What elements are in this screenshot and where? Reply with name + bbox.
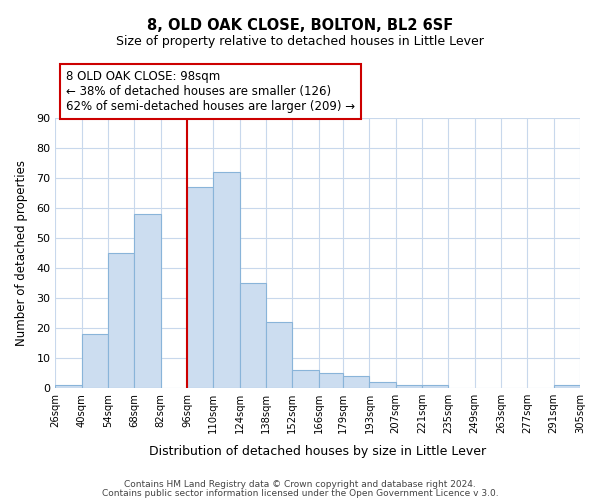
Bar [319,373,343,388]
Bar [266,322,292,388]
Bar [134,214,161,388]
Bar [239,283,266,388]
Text: Contains HM Land Registry data © Crown copyright and database right 2024.: Contains HM Land Registry data © Crown c… [124,480,476,489]
Bar [187,187,213,388]
Text: Size of property relative to detached houses in Little Lever: Size of property relative to detached ho… [116,35,484,48]
Bar [108,253,134,388]
Bar [292,370,319,388]
Bar [422,385,448,388]
Text: 8, OLD OAK CLOSE, BOLTON, BL2 6SF: 8, OLD OAK CLOSE, BOLTON, BL2 6SF [147,18,453,32]
Bar [554,385,580,388]
Bar [55,385,82,388]
Y-axis label: Number of detached properties: Number of detached properties [15,160,28,346]
Bar [213,172,239,388]
Text: Contains public sector information licensed under the Open Government Licence v : Contains public sector information licen… [101,489,499,498]
X-axis label: Distribution of detached houses by size in Little Lever: Distribution of detached houses by size … [149,444,486,458]
Bar [82,334,108,388]
Bar [343,376,370,388]
Bar [396,385,422,388]
Text: 8 OLD OAK CLOSE: 98sqm
← 38% of detached houses are smaller (126)
62% of semi-de: 8 OLD OAK CLOSE: 98sqm ← 38% of detached… [66,70,355,113]
Bar [370,382,396,388]
